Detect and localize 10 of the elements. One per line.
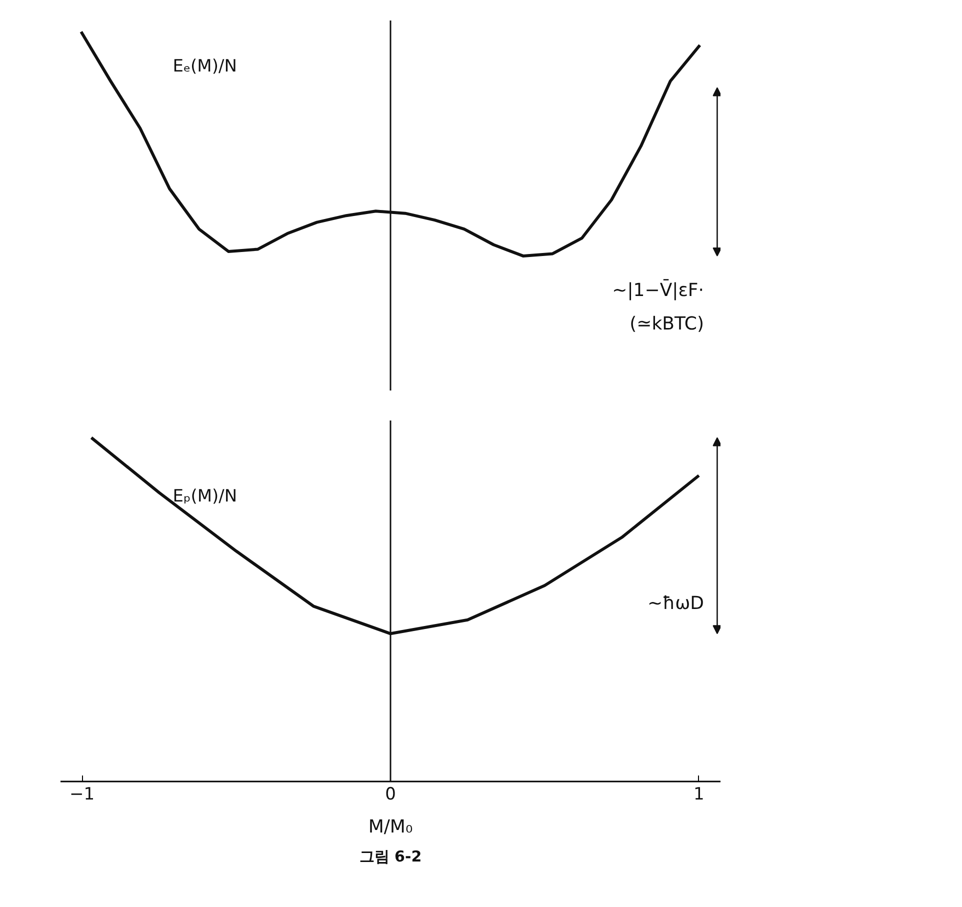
text: ~|1−V̄|εF· (612, 278, 704, 301)
x-tick-label: 1 (694, 784, 704, 804)
text: (≃kBTC) (630, 313, 704, 334)
text: Eₑ(M)/N (172, 56, 237, 77)
x-tick-label: 0 (385, 784, 396, 804)
annotation: ~ħωD (647, 593, 704, 614)
series-label: Eₚ(M)/N (172, 486, 238, 506)
x-axis-title: M/M₀ (368, 816, 413, 838)
x-tick-label: −1 (70, 784, 95, 804)
caption: 그림 6-2 (359, 848, 422, 866)
